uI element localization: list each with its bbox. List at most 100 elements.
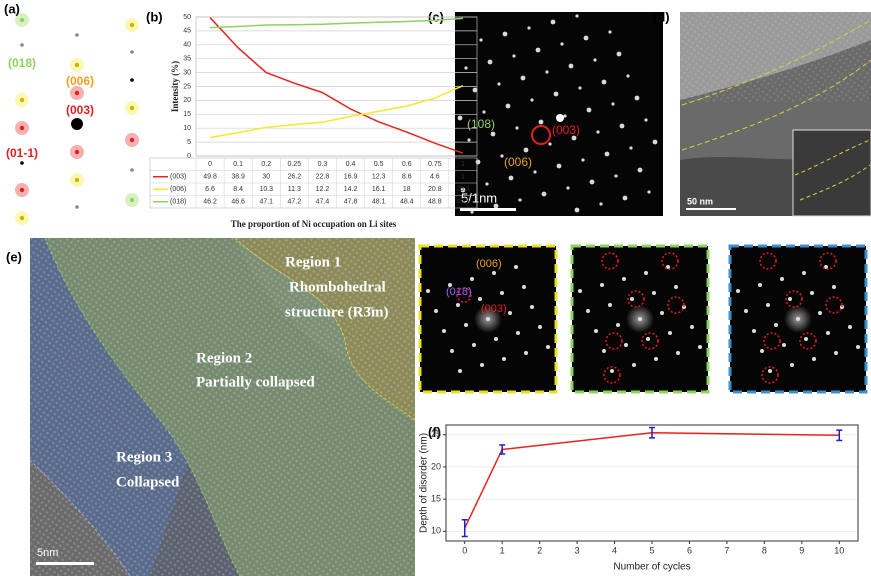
region-label: Region 3 <box>116 449 172 465</box>
highlight-circle <box>531 125 551 145</box>
spot <box>774 323 778 327</box>
spot <box>130 168 134 172</box>
spot <box>666 265 670 269</box>
spot <box>450 349 454 353</box>
highlight-circle <box>799 332 817 350</box>
spot <box>578 289 582 293</box>
spot <box>486 317 490 321</box>
table-cell: 30 <box>262 174 270 181</box>
y-tick-label: 20 <box>183 97 191 104</box>
spot <box>442 329 446 333</box>
error-bar <box>499 444 506 455</box>
spot <box>434 309 438 313</box>
panel-d: (d) 50 nm <box>653 9 871 217</box>
spot <box>583 35 589 41</box>
diffraction-image <box>455 12 663 216</box>
spot <box>130 50 134 54</box>
x-tick-label: 0.25 <box>288 161 302 168</box>
spot <box>515 126 519 130</box>
spot <box>578 86 582 90</box>
spot <box>834 351 838 355</box>
spot-label: (006) <box>476 258 502 270</box>
spot <box>608 303 612 307</box>
x-tick-label: 4 <box>612 545 617 555</box>
spot <box>832 285 836 289</box>
x-tick-label: 9 <box>799 545 804 555</box>
spot <box>426 289 430 293</box>
spot-label: (018) <box>8 56 36 70</box>
x-tick-label: 0.75 <box>428 161 442 168</box>
scale-label: 50 nm <box>687 196 713 206</box>
y-tick-label: 0 <box>187 153 191 160</box>
y-tick-label: 35 <box>183 56 191 63</box>
spot <box>541 191 547 197</box>
y-tick-label: 15 <box>183 111 191 118</box>
y-tick-label: 25 <box>431 429 441 439</box>
spot <box>492 271 496 275</box>
y-tick-label: 25 <box>183 83 191 90</box>
table-cell: 4.6 <box>430 174 440 181</box>
spot <box>470 277 474 281</box>
spot <box>668 331 672 335</box>
x-tick-label: 0.1 <box>233 161 243 168</box>
spot-label: (01-1) <box>6 146 38 160</box>
table-cell: 1 <box>461 174 465 181</box>
spot <box>594 329 598 333</box>
spot <box>780 277 784 281</box>
x-tick-label: 3 <box>575 545 580 555</box>
spot <box>616 323 620 327</box>
scale-bar <box>36 562 94 565</box>
line <box>209 17 464 154</box>
y-tick-label: 15 <box>431 493 441 503</box>
spot <box>129 22 135 28</box>
spot <box>20 161 24 165</box>
spot <box>629 146 633 150</box>
x-tick-label: 0.5 <box>374 161 384 168</box>
y-tick-label: 30 <box>183 69 191 76</box>
spot <box>782 343 786 347</box>
spot <box>74 62 80 68</box>
spot <box>508 311 512 315</box>
spot <box>614 174 618 178</box>
spot <box>644 271 648 275</box>
legend-label: (003) <box>170 174 186 181</box>
table-cell: 18 <box>403 186 411 193</box>
highlight-circle <box>603 366 621 384</box>
spot-label: (108) <box>467 117 495 131</box>
spot <box>494 337 498 341</box>
spot <box>514 265 518 269</box>
table-cell: 8.4 <box>233 186 243 193</box>
region-label: Rhombohedral <box>289 279 386 295</box>
line <box>209 84 464 139</box>
spot <box>485 182 489 186</box>
spot <box>586 107 592 113</box>
spot <box>760 349 764 353</box>
region-label: Collapsed <box>116 474 180 490</box>
x-axis-label: The proportion of Ni occupation on Li si… <box>231 219 397 229</box>
spot <box>448 283 452 287</box>
spot <box>660 311 664 315</box>
spot <box>744 309 748 313</box>
spot <box>624 343 628 347</box>
spot <box>460 187 466 193</box>
x-tick-label: 10 <box>834 545 844 555</box>
spot <box>674 285 678 289</box>
spot <box>472 343 476 347</box>
spot <box>593 58 597 62</box>
spot <box>129 197 135 203</box>
spot <box>600 283 604 287</box>
table-cell: 47.4 <box>316 199 330 206</box>
x-tick-label: 0.4 <box>346 161 356 168</box>
spot <box>493 203 499 209</box>
spot <box>548 142 552 146</box>
y-axis-label: Intensity (%) <box>170 61 180 112</box>
spot <box>129 105 135 111</box>
spot <box>502 31 508 37</box>
spot <box>596 130 600 134</box>
table-cell: 46.2 <box>203 199 217 206</box>
table-cell: 49.5 <box>456 199 470 206</box>
highlight-circle <box>661 252 679 270</box>
spot <box>634 95 640 101</box>
spot <box>630 297 634 301</box>
spot <box>508 175 514 181</box>
